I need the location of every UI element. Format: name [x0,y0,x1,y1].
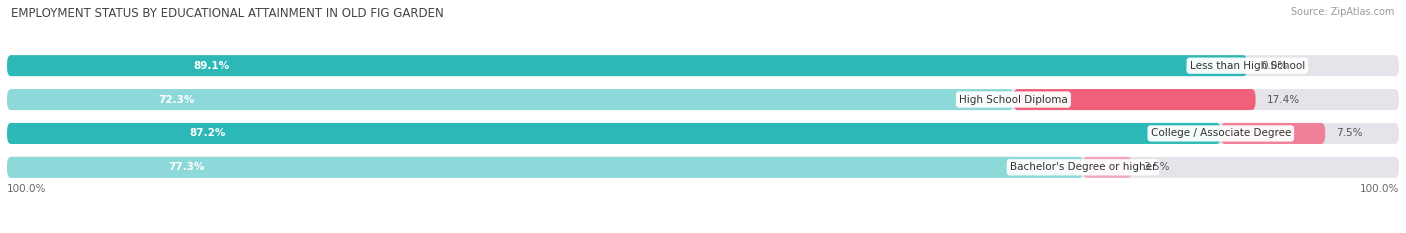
FancyBboxPatch shape [7,55,1399,76]
FancyBboxPatch shape [7,123,1220,144]
Text: 7.5%: 7.5% [1336,128,1362,138]
Text: 89.1%: 89.1% [193,61,229,71]
Text: 87.2%: 87.2% [188,128,225,138]
Text: 0.0%: 0.0% [1261,61,1288,71]
Text: Bachelor's Degree or higher: Bachelor's Degree or higher [1010,162,1156,172]
Text: 72.3%: 72.3% [157,95,194,105]
FancyBboxPatch shape [7,157,1399,178]
Text: College / Associate Degree: College / Associate Degree [1150,128,1291,138]
FancyBboxPatch shape [7,89,1399,110]
Text: High School Diploma: High School Diploma [959,95,1067,105]
FancyBboxPatch shape [7,89,1014,110]
FancyBboxPatch shape [1014,89,1256,110]
FancyBboxPatch shape [7,123,1399,144]
FancyBboxPatch shape [7,55,1247,76]
FancyBboxPatch shape [1083,157,1132,178]
FancyBboxPatch shape [1220,123,1326,144]
Text: 100.0%: 100.0% [1360,184,1399,194]
Text: Less than High School: Less than High School [1189,61,1305,71]
Text: Source: ZipAtlas.com: Source: ZipAtlas.com [1291,7,1395,17]
Text: 77.3%: 77.3% [169,162,205,172]
FancyBboxPatch shape [7,157,1083,178]
Text: 100.0%: 100.0% [7,184,46,194]
Text: 3.5%: 3.5% [1143,162,1170,172]
Text: EMPLOYMENT STATUS BY EDUCATIONAL ATTAINMENT IN OLD FIG GARDEN: EMPLOYMENT STATUS BY EDUCATIONAL ATTAINM… [11,7,444,20]
Text: 17.4%: 17.4% [1267,95,1301,105]
